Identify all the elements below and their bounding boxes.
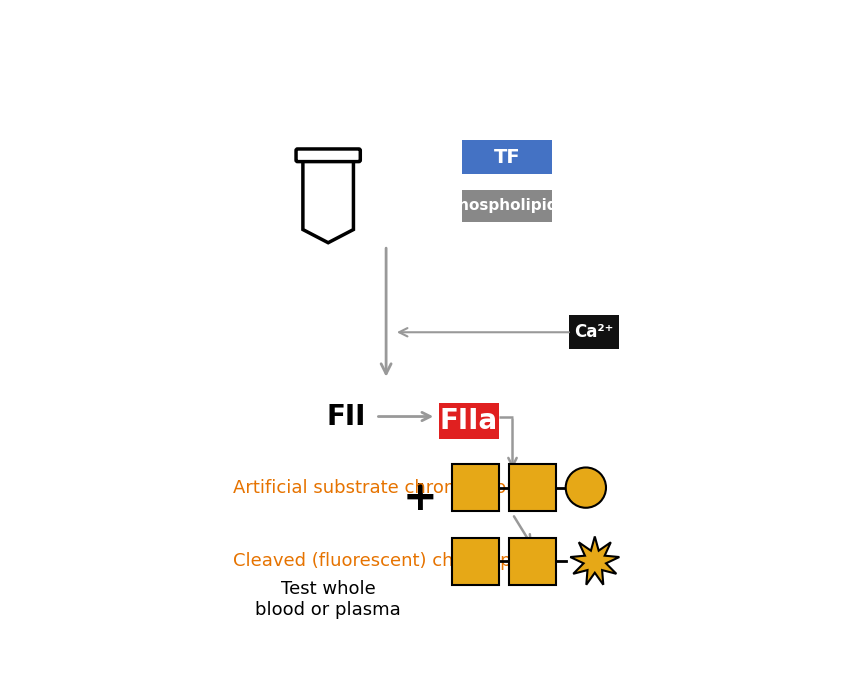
FancyBboxPatch shape [462, 140, 552, 174]
PathPatch shape [306, 179, 350, 240]
Text: FII: FII [327, 402, 366, 430]
FancyBboxPatch shape [462, 190, 552, 222]
Text: +: + [403, 477, 437, 519]
Bar [452, 464, 500, 512]
Polygon shape [570, 536, 620, 585]
FancyBboxPatch shape [296, 149, 360, 161]
Text: Artificial substrate chromophore: Artificial substrate chromophore [233, 479, 525, 497]
Text: Phospholipids: Phospholipids [448, 198, 567, 213]
Text: Test whole
blood or plasma: Test whole blood or plasma [255, 580, 401, 618]
FancyBboxPatch shape [439, 404, 500, 439]
Text: FIIa: FIIa [440, 407, 498, 435]
PathPatch shape [303, 159, 353, 243]
FancyBboxPatch shape [569, 315, 620, 350]
Text: TF: TF [494, 148, 521, 167]
Bar [452, 538, 500, 585]
Bar [509, 538, 557, 585]
Text: Ca²⁺: Ca²⁺ [574, 324, 614, 341]
Text: Cleaved (fluorescent) chromophore: Cleaved (fluorescent) chromophore [233, 553, 552, 570]
Circle shape [566, 467, 606, 508]
Bar [509, 464, 557, 512]
